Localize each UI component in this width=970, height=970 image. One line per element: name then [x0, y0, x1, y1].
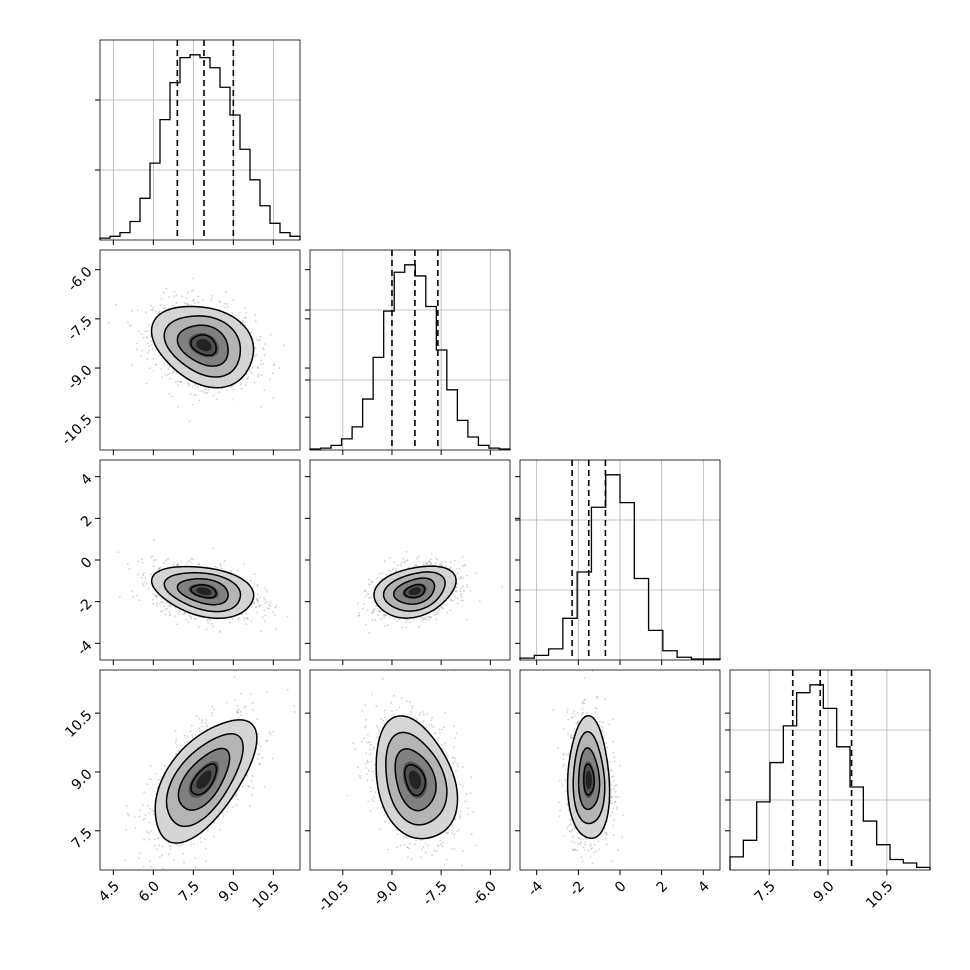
contour-line-3	[163, 315, 242, 378]
contour-line-2	[177, 747, 231, 811]
panel-frame	[729, 669, 931, 871]
contour-line-4	[150, 305, 255, 389]
histogram-bars-4	[729, 684, 931, 870]
density-level-5	[585, 770, 592, 789]
y-tick-label: 7.5	[69, 825, 96, 852]
contour-line-2	[392, 577, 436, 605]
x-tick-label: -7.5	[420, 878, 451, 909]
scatter-panel-4-3	[519, 669, 721, 871]
y-tick-label: 10.5	[62, 707, 95, 740]
contour-line-1	[404, 763, 427, 797]
x-tick-label: -6.0	[469, 878, 500, 909]
x-tick-label: 10.5	[863, 878, 896, 911]
y-tick-label: -10.5	[59, 412, 96, 449]
axes-ticks	[95, 240, 888, 875]
x-tick-label: 9.0	[216, 878, 243, 905]
x-tick-label: 4	[695, 878, 713, 896]
contour-line-1	[403, 583, 426, 599]
histogram-bars-3	[519, 474, 721, 660]
x-tick-label: 4.5	[96, 878, 123, 905]
x-tick-label: 6.0	[136, 878, 163, 905]
panel-background	[730, 670, 930, 870]
x-tick-label: -2	[567, 878, 588, 899]
x-tick-label: -9.0	[371, 878, 402, 909]
scatter-panel-4-2	[309, 669, 511, 871]
x-tick-label: 9.0	[811, 878, 838, 905]
contour-line-3	[572, 730, 606, 825]
density-level-5	[196, 770, 212, 789]
y-tick-label: 2	[78, 513, 96, 531]
panel-frame	[99, 39, 301, 241]
scatter-panel-4-1	[99, 669, 301, 871]
y-tick-label: -7.5	[65, 313, 96, 344]
contour-line-1	[190, 334, 217, 357]
histogram-panel-1	[95, 39, 301, 241]
y-tick-label: 9.0	[69, 766, 96, 793]
panel-background	[310, 250, 510, 450]
contour-line-3	[165, 733, 244, 828]
contour-line-4	[375, 715, 459, 840]
contour-line-3	[385, 731, 448, 826]
contour-line-1	[190, 763, 218, 796]
y-tick-label: 4	[78, 471, 96, 489]
contour-line-1	[190, 584, 217, 599]
contour-line-4	[150, 565, 255, 620]
x-tick-label: 0	[612, 878, 630, 896]
contour-line-4	[373, 565, 457, 619]
x-tick-label: 10.5	[250, 878, 283, 911]
density-level-5	[408, 770, 422, 790]
density-level-5	[408, 587, 421, 595]
scatter-panel-3-1	[99, 459, 301, 661]
histogram-panel-3	[515, 459, 721, 661]
panel-background	[520, 670, 720, 870]
x-tick-label: -4	[525, 878, 546, 899]
panel-frame	[99, 669, 301, 871]
y-tick-label: 0	[78, 554, 96, 572]
contour-line-4	[566, 714, 611, 839]
density-level-5	[196, 339, 212, 352]
panel-background	[100, 40, 300, 240]
y-tick-label: -4	[74, 638, 95, 659]
y-tick-label: -6.0	[65, 264, 96, 295]
panel-frame	[309, 249, 511, 451]
panel-frame	[309, 669, 511, 871]
contour-line-1	[583, 763, 595, 796]
panel-background	[100, 460, 300, 660]
x-tick-label: 7.5	[176, 878, 203, 905]
panel-background	[310, 460, 510, 660]
contour-line-3	[163, 572, 242, 613]
contour-line-3	[382, 571, 446, 612]
contour-line-2	[577, 747, 601, 811]
panel-frame	[99, 249, 301, 451]
density-level-5	[196, 587, 212, 596]
contour-line-2	[176, 324, 229, 367]
histogram-bars-1	[99, 54, 301, 240]
y-tick-label: -2	[74, 596, 95, 617]
scatter-panel-2-1	[99, 249, 301, 451]
x-tick-label: -10.5	[315, 878, 352, 915]
contour-line-2	[394, 748, 437, 812]
x-tick-label: 2	[654, 878, 672, 896]
y-tick-label: -9.0	[65, 362, 96, 393]
contour-line-4	[154, 719, 258, 844]
histogram-bars-2	[309, 264, 511, 450]
histogram-panel-4	[725, 669, 931, 871]
scatter-panel-3-2	[309, 459, 511, 661]
histogram-panel-2	[305, 249, 511, 451]
x-tick-label: 7.5	[752, 878, 779, 905]
contour-line-2	[176, 578, 229, 606]
